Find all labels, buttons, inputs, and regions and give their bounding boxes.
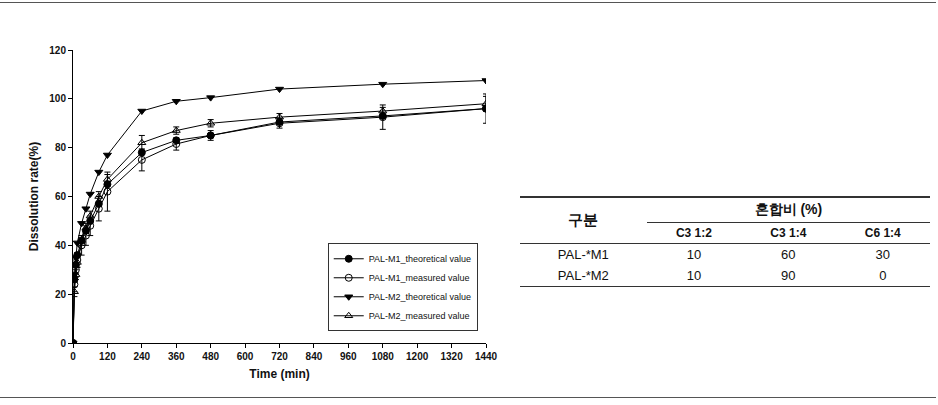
svg-text:PAL-M1_measured value: PAL-M1_measured value (369, 273, 470, 283)
svg-text:80: 80 (55, 142, 67, 153)
svg-text:600: 600 (237, 351, 254, 362)
svg-text:Time (min): Time (min) (249, 367, 309, 381)
html-text:90: 90 (781, 268, 796, 283)
svg-text:960: 960 (340, 351, 357, 362)
html-text:10: 10 (686, 268, 702, 283)
svg-text:1080: 1080 (372, 351, 395, 362)
svg-text:120: 120 (49, 45, 66, 56)
svg-text:PAL-M1_theoretical value: PAL-M1_theoretical value (369, 254, 471, 264)
svg-text:PAL-M2_measured value: PAL-M2_measured value (369, 311, 470, 321)
svg-text:360: 360 (168, 351, 185, 362)
svg-text:60: 60 (55, 191, 67, 202)
html-text:C3 1:4: C3 1:4 (770, 226, 807, 240)
html-text:PAL-*M2: PAL-*M2 (557, 268, 609, 283)
svg-text:1440: 1440 (475, 351, 498, 362)
html-text:혼합비 (%): 혼합비 (%) (754, 201, 823, 217)
svg-text:1320: 1320 (440, 351, 463, 362)
svg-text:40: 40 (55, 240, 67, 251)
svg-text:Dissolution rate(%): Dissolution rate(%) (27, 142, 41, 251)
html-text:0: 0 (879, 268, 887, 283)
html-text:30: 30 (875, 247, 890, 262)
svg-text:480: 480 (202, 351, 219, 362)
svg-text:240: 240 (133, 351, 150, 362)
svg-text:100: 100 (49, 93, 66, 104)
svg-text:720: 720 (271, 351, 288, 362)
svg-text:1200: 1200 (406, 351, 429, 362)
svg-text:0: 0 (70, 351, 76, 362)
svg-text:0: 0 (60, 338, 66, 349)
html-text:PAL-*M1: PAL-*M1 (557, 247, 609, 262)
html-text:60: 60 (781, 247, 796, 262)
html-text:구분: 구분 (568, 211, 599, 228)
svg-text:20: 20 (55, 289, 67, 300)
html-text:C3 1:2: C3 1:2 (675, 226, 712, 240)
html-text:10: 10 (686, 247, 702, 262)
svg-text:120: 120 (99, 351, 116, 362)
svg-text:840: 840 (306, 351, 323, 362)
html-text:C6 1:4: C6 1:4 (864, 226, 901, 240)
svg-text:PAL-M2_theoretical value: PAL-M2_theoretical value (369, 292, 471, 302)
